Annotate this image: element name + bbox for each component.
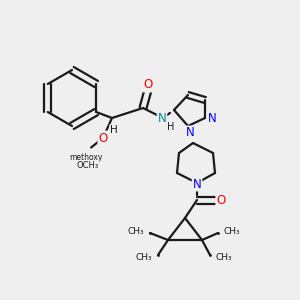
Text: CH₃: CH₃ — [216, 253, 232, 262]
Text: N: N — [193, 178, 201, 190]
Text: N: N — [208, 112, 216, 124]
Text: O: O — [216, 194, 226, 206]
Text: O: O — [143, 79, 153, 92]
Text: CH₃: CH₃ — [135, 253, 152, 262]
Text: methoxy: methoxy — [69, 154, 103, 163]
Text: N: N — [186, 127, 194, 140]
Text: CH₃: CH₃ — [128, 226, 144, 236]
Text: CH₃: CH₃ — [224, 226, 241, 236]
Text: OCH₃: OCH₃ — [77, 161, 99, 170]
Text: O: O — [98, 131, 108, 145]
Text: N: N — [158, 112, 166, 125]
Text: H: H — [167, 122, 175, 132]
Text: H: H — [110, 125, 118, 135]
